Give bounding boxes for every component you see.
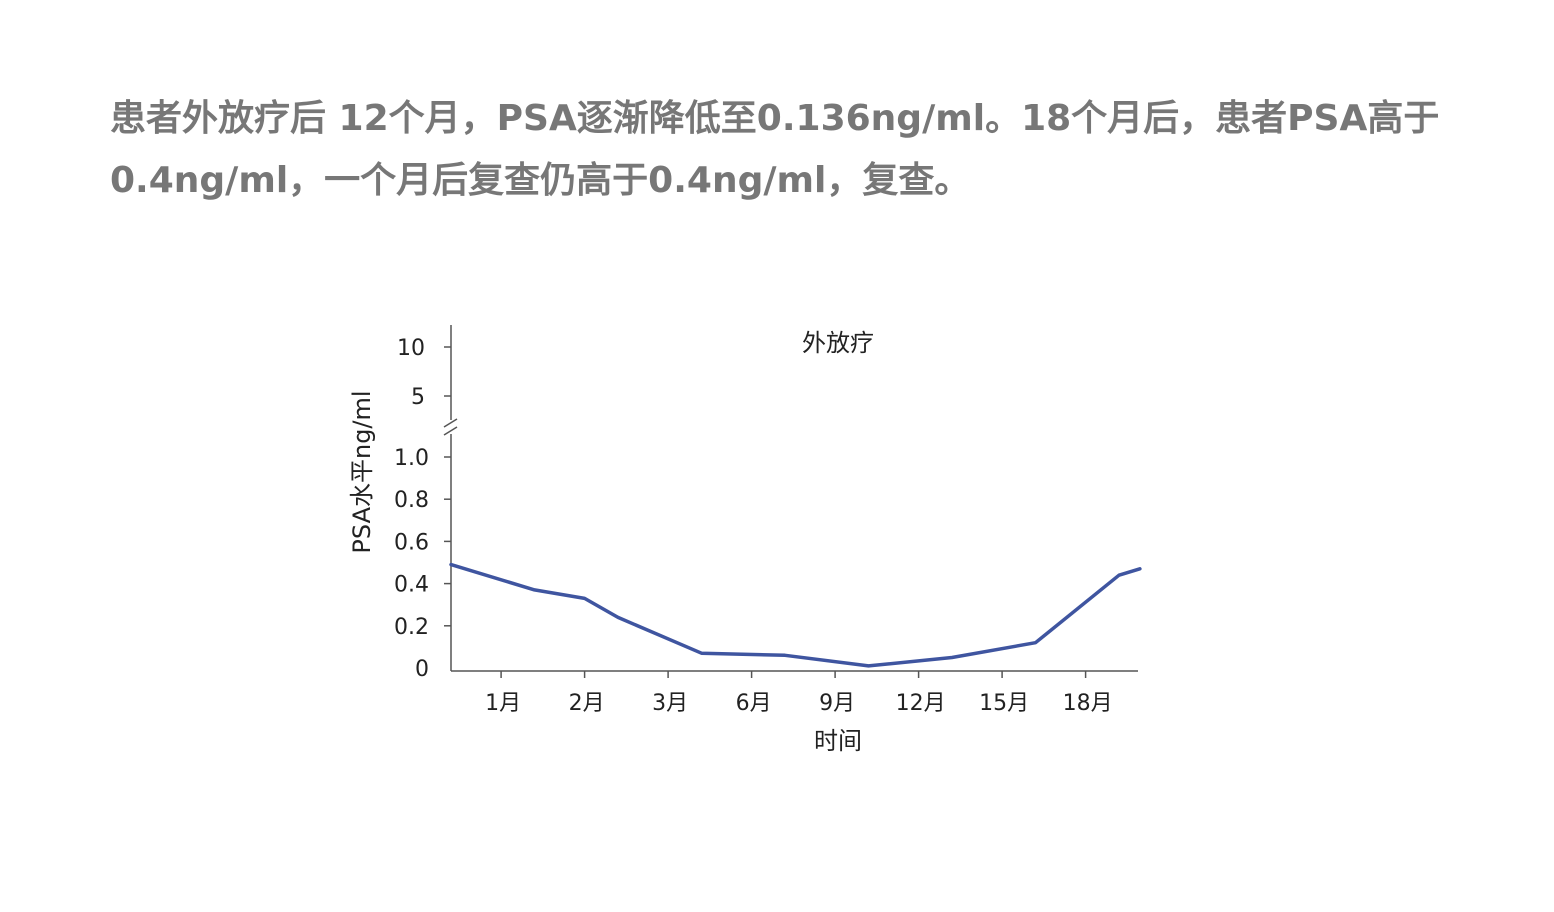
y-axis-break-mark bbox=[443, 426, 458, 436]
y-axis-break-mark bbox=[443, 418, 458, 428]
y-tick-label: 0.6 bbox=[394, 530, 429, 555]
y-tick-label: 0.8 bbox=[394, 488, 429, 513]
x-tick-label: 9月 bbox=[819, 691, 855, 716]
chart-ticks bbox=[444, 346, 1087, 678]
x-tick-label: 6月 bbox=[736, 691, 772, 716]
y-tick-label: 0.2 bbox=[394, 615, 429, 640]
psa-series-line bbox=[449, 562, 1142, 668]
y-tick-label: 10 bbox=[397, 336, 425, 361]
description-text: 患者外放疗后 12个月，PSA逐渐降低至0.136ng/ml。18个月后，患者P… bbox=[110, 98, 1440, 201]
x-axis-title: 时间 bbox=[814, 727, 862, 755]
x-tick-label: 1月 bbox=[485, 691, 521, 716]
chart-series bbox=[449, 562, 1142, 668]
y-tick-label: 0 bbox=[415, 657, 429, 682]
chart-labels: 0 0.2 0.4 0.6 0.8 1.0 5 10 1月 2月 3月 6月 9月 12月 15月 18月 外放… bbox=[348, 329, 1113, 755]
y-tick-label: 1.0 bbox=[394, 446, 429, 471]
x-tick-label: 12月 bbox=[896, 691, 946, 716]
y-axis-title: PSA水平ng/ml bbox=[348, 390, 376, 553]
chart-axes bbox=[443, 325, 1138, 672]
x-tick-label: 18月 bbox=[1063, 691, 1113, 716]
x-tick-label: 2月 bbox=[569, 691, 605, 716]
y-tick-label: 5 bbox=[411, 385, 425, 410]
y-tick-label: 0.4 bbox=[394, 573, 429, 598]
x-tick-label: 15月 bbox=[979, 691, 1029, 716]
chart-title: 外放疗 bbox=[802, 329, 874, 357]
x-tick-label: 3月 bbox=[652, 691, 688, 716]
